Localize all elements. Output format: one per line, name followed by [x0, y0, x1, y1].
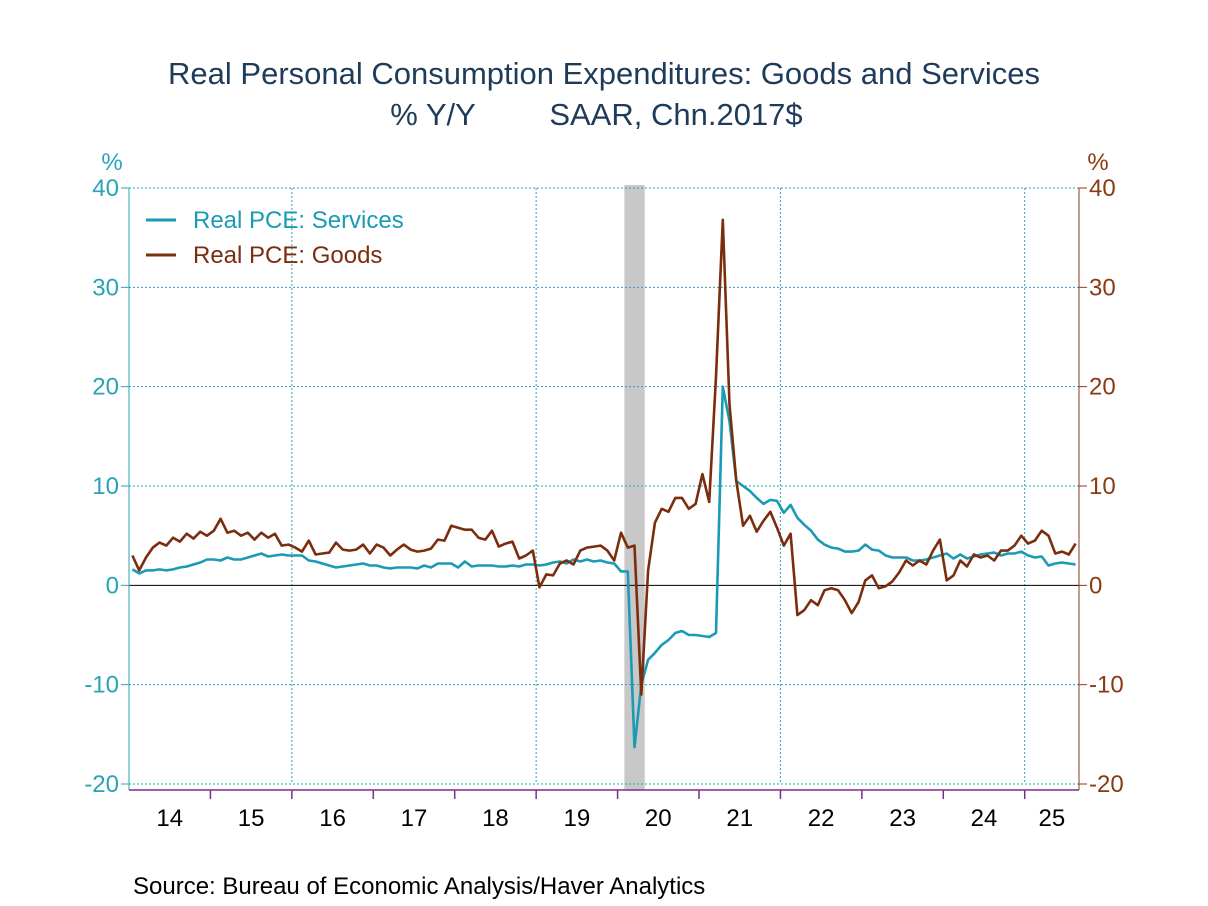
x-tick-label: 25 [1039, 805, 1066, 832]
left-tick-label: -10 [84, 672, 119, 699]
chart-subtitle-units: % Y/Y [390, 97, 476, 132]
legend-label-services: Real PCE: Services [193, 207, 404, 234]
recession-band [624, 185, 645, 790]
series-line-goods [131, 218, 1077, 696]
right-axis-unit: % [1087, 149, 1108, 176]
right-tick-label: -10 [1089, 672, 1124, 699]
right-tick-label: 40 [1089, 175, 1116, 202]
left-tick-label: 0 [106, 572, 119, 599]
x-tick-label: 14 [156, 805, 183, 832]
legend: Real PCE: Services Real PCE: Goods [146, 207, 404, 269]
x-tick-label: 17 [401, 805, 428, 832]
series-layer [131, 218, 1077, 749]
x-tick-label: 23 [889, 805, 916, 832]
legend-label-goods: Real PCE: Goods [193, 242, 382, 269]
x-tick-label: 15 [238, 805, 265, 832]
x-tick-label: 16 [319, 805, 346, 832]
tick-label-layer: 40 40 30 30 20 20 10 10 0 0 -10 -10 -20 -20 14 15 16 17 18… [84, 175, 1123, 832]
x-tick-label: 19 [564, 805, 591, 832]
right-tick-label: 10 [1089, 473, 1116, 500]
left-tick-label: 10 [92, 473, 119, 500]
right-tick-label: 30 [1089, 274, 1116, 301]
axis-layer [121, 187, 1087, 799]
chart-subtitle-basis: SAAR, Chn.2017$ [549, 97, 802, 132]
left-tick-label: 30 [92, 274, 119, 301]
x-tick-label: 20 [645, 805, 672, 832]
left-tick-label: -20 [84, 771, 119, 798]
source-note: Source: Bureau of Economic Analysis/Have… [133, 873, 705, 900]
recession-band-layer [624, 185, 645, 790]
chart-title: Real Personal Consumption Expenditures: … [168, 56, 1040, 91]
x-tick-label: 21 [726, 805, 753, 832]
right-tick-label: -20 [1089, 771, 1124, 798]
left-tick-label: 20 [92, 374, 119, 401]
x-tick-label: 24 [971, 805, 998, 832]
left-tick-label: 40 [92, 175, 119, 202]
grid-layer [129, 187, 1079, 785]
x-tick-label: 18 [482, 805, 509, 832]
right-tick-label: 0 [1089, 572, 1102, 599]
right-tick-label: 20 [1089, 374, 1116, 401]
series-line-services [131, 385, 1076, 749]
x-tick-label: 22 [808, 805, 835, 832]
left-axis-unit: % [101, 149, 122, 176]
